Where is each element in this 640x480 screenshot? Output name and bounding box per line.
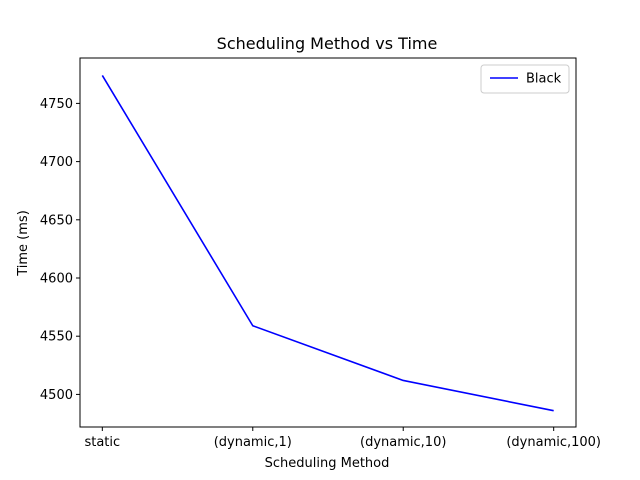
plot-area: static (dynamic,1) (dynamic,10) (dynamic,10…: [40, 57, 601, 450]
y-tick-label: 4600: [40, 272, 73, 287]
y-tick-label: 4750: [40, 97, 73, 112]
x-axis-label: Scheduling Method: [265, 456, 390, 471]
y-tick-label: 4700: [40, 155, 73, 170]
chart-title: Scheduling Method vs Time: [217, 34, 438, 53]
y-tick-label: 4550: [40, 330, 73, 345]
y-tick-label: 4500: [40, 388, 73, 403]
plot-frame: [79, 57, 577, 428]
x-tick-label: (dynamic,100): [506, 435, 601, 450]
legend-box: [480, 64, 570, 94]
y-tick-label: 4650: [40, 213, 73, 228]
series-line-black: [101, 75, 554, 412]
legend-label: Black: [526, 72, 562, 87]
legend: Black: [480, 64, 570, 94]
x-tick-label: (dynamic,10): [360, 435, 446, 450]
y-axis-label: Time (ms): [16, 210, 31, 277]
x-tick-label: (dynamic,1): [214, 435, 292, 450]
x-tick-label: static: [84, 435, 120, 450]
